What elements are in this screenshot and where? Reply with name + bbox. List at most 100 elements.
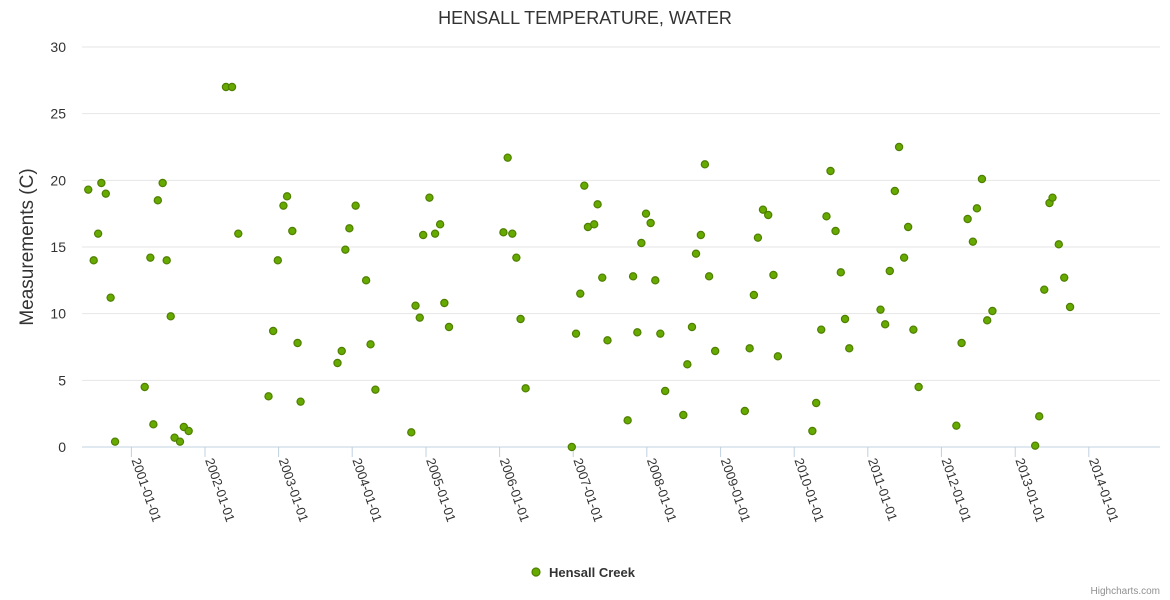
data-point[interactable] <box>769 270 778 280</box>
data-point[interactable] <box>345 224 354 233</box>
data-point[interactable] <box>333 358 342 368</box>
data-point[interactable] <box>957 338 966 348</box>
data-point[interactable] <box>808 426 817 436</box>
credits-link[interactable]: Highcharts.com <box>1091 586 1160 597</box>
data-point[interactable] <box>361 276 371 285</box>
data-point[interactable] <box>411 301 420 310</box>
data-point[interactable] <box>184 426 193 436</box>
data-point[interactable] <box>444 322 454 332</box>
data-point[interactable] <box>234 229 243 238</box>
data-point[interactable] <box>166 312 175 321</box>
data-point[interactable] <box>914 382 923 392</box>
data-point[interactable] <box>831 226 840 236</box>
data-point[interactable] <box>826 166 835 176</box>
data-point[interactable] <box>909 325 918 334</box>
data-point[interactable] <box>268 326 278 336</box>
data-point[interactable] <box>903 222 913 232</box>
data-point[interactable] <box>1060 273 1069 282</box>
data-point[interactable] <box>972 204 982 213</box>
data-point[interactable] <box>288 226 297 236</box>
data-point[interactable] <box>880 320 890 329</box>
data-point[interactable] <box>512 253 521 262</box>
data-point[interactable] <box>749 290 759 300</box>
data-point[interactable] <box>576 289 585 298</box>
data-point[interactable] <box>704 272 714 281</box>
data-point[interactable] <box>175 437 185 446</box>
data-point[interactable] <box>963 214 972 224</box>
data-point[interactable] <box>425 193 434 202</box>
data-point[interactable] <box>710 346 720 356</box>
data-point[interactable] <box>700 160 710 169</box>
data-point[interactable] <box>97 178 106 188</box>
data-point[interactable] <box>885 266 894 276</box>
data-point[interactable] <box>366 340 375 349</box>
data-point[interactable] <box>836 268 845 277</box>
data-point[interactable] <box>106 293 115 302</box>
data-point[interactable] <box>110 437 120 446</box>
data-point[interactable] <box>418 230 428 240</box>
data-point[interactable] <box>571 329 581 338</box>
data-point[interactable] <box>758 205 768 214</box>
data-point[interactable] <box>822 212 831 221</box>
data-point[interactable] <box>646 218 655 228</box>
data-point[interactable] <box>811 398 821 408</box>
data-point[interactable] <box>745 344 754 353</box>
data-point[interactable] <box>521 384 530 393</box>
data-point[interactable] <box>988 306 997 316</box>
data-point[interactable] <box>656 329 665 338</box>
data-point[interactable] <box>407 428 416 437</box>
data-point[interactable] <box>282 192 292 201</box>
data-point[interactable] <box>817 325 826 334</box>
data-point[interactable] <box>1040 285 1049 294</box>
data-point[interactable] <box>293 338 302 348</box>
data-point[interactable] <box>430 229 440 238</box>
data-point[interactable] <box>593 200 602 209</box>
data-point[interactable] <box>952 421 961 430</box>
data-point[interactable] <box>603 336 612 345</box>
data-point[interactable] <box>641 209 651 218</box>
data-point[interactable] <box>264 392 273 401</box>
data-point[interactable] <box>651 276 660 285</box>
data-point[interactable] <box>683 360 692 369</box>
data-point[interactable] <box>415 313 424 322</box>
data-point[interactable] <box>170 433 179 442</box>
data-point[interactable] <box>696 230 706 240</box>
data-point[interactable] <box>982 316 992 325</box>
data-point[interactable] <box>773 352 783 361</box>
data-point[interactable] <box>440 298 449 308</box>
data-point[interactable] <box>679 410 688 420</box>
data-point[interactable] <box>1035 412 1044 421</box>
data-point[interactable] <box>140 382 149 392</box>
data-point[interactable] <box>637 238 646 248</box>
data-point[interactable] <box>845 344 854 353</box>
data-point[interactable] <box>273 256 282 265</box>
data-point[interactable] <box>296 397 305 406</box>
data-point[interactable] <box>101 189 110 198</box>
data-point[interactable] <box>899 253 909 262</box>
data-point[interactable] <box>628 272 638 281</box>
data-point[interactable] <box>435 220 445 229</box>
data-point[interactable] <box>1054 240 1063 249</box>
data-point[interactable] <box>351 201 360 210</box>
data-point[interactable] <box>84 185 93 194</box>
data-point[interactable] <box>1030 441 1040 450</box>
data-point[interactable] <box>623 416 632 425</box>
data-point[interactable] <box>740 406 750 416</box>
data-point[interactable] <box>691 249 701 258</box>
data-point[interactable] <box>153 196 163 205</box>
data-point[interactable] <box>968 237 978 246</box>
series-hensall-creek[interactable] <box>84 82 1075 452</box>
data-point[interactable] <box>337 346 346 356</box>
data-point[interactable] <box>894 142 904 152</box>
data-point[interactable] <box>687 322 697 332</box>
data-point[interactable] <box>149 420 158 429</box>
data-point[interactable] <box>89 256 98 265</box>
data-point[interactable] <box>633 328 642 337</box>
data-point[interactable] <box>977 174 987 184</box>
data-point[interactable] <box>1065 302 1075 312</box>
data-point[interactable] <box>371 385 380 394</box>
data-point[interactable] <box>516 314 525 324</box>
data-point[interactable] <box>341 245 350 254</box>
legend-item-label[interactable]: Hensall Creek <box>549 565 636 580</box>
data-point[interactable] <box>158 178 167 188</box>
